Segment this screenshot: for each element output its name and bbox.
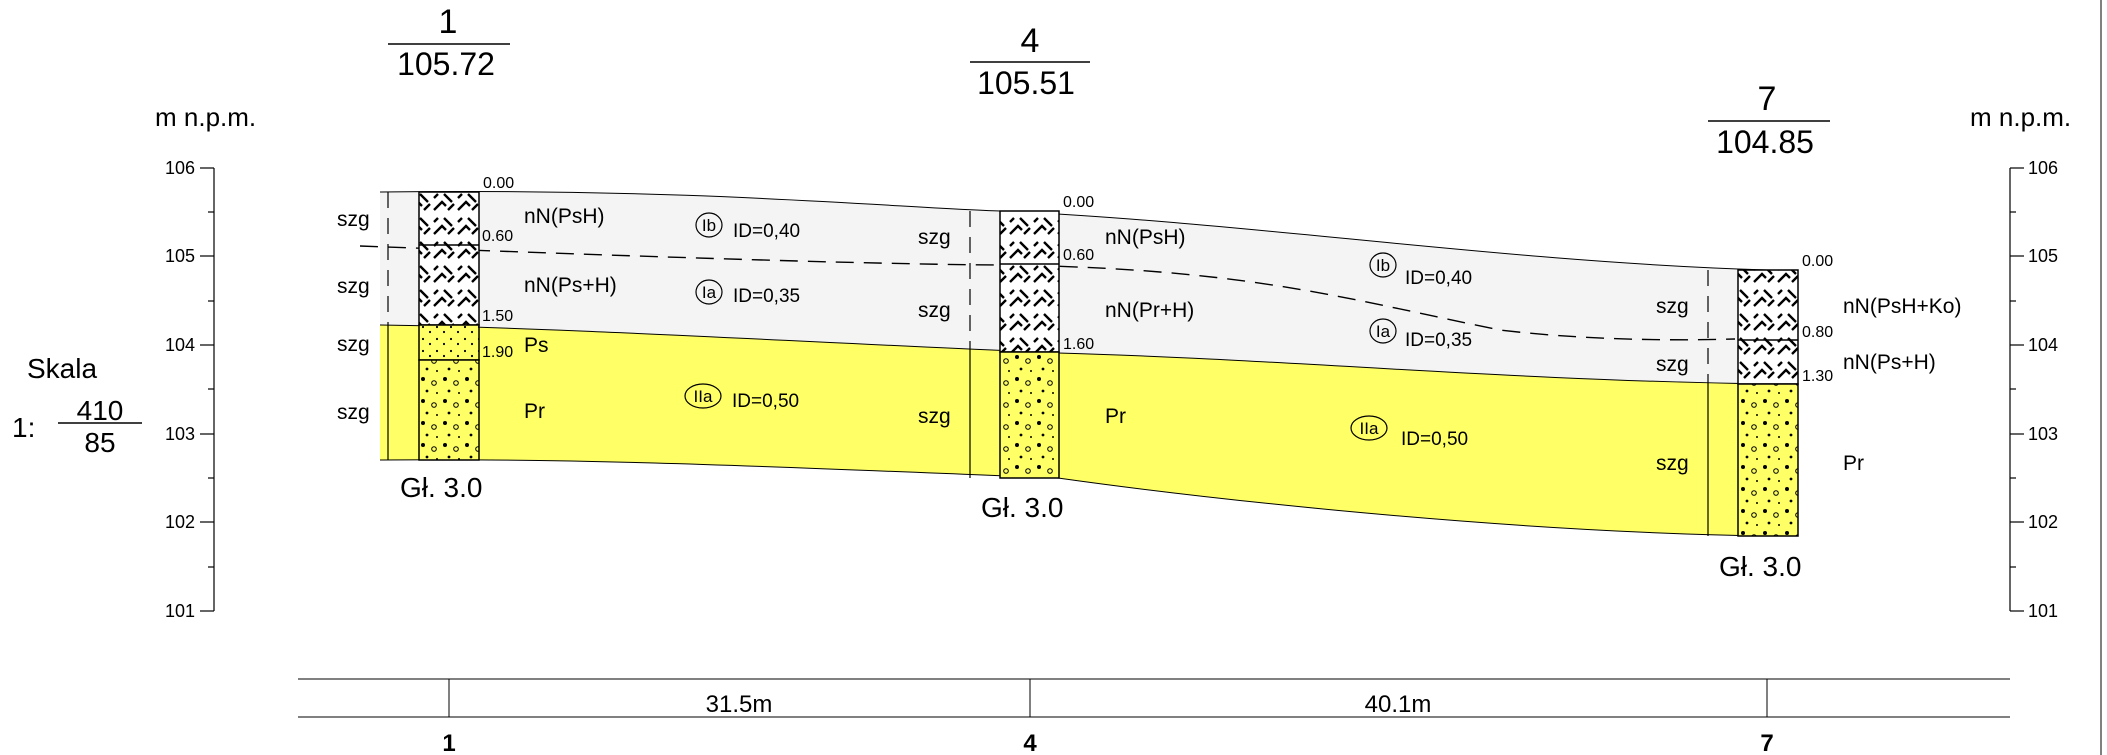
borehole-7-number: 7: [1758, 80, 1777, 118]
borehole-1-wet-3: szg: [337, 401, 370, 424]
borehole-4-soil-2: Pr: [1105, 405, 1126, 428]
distance-4-7: 40.1m: [1365, 691, 1432, 718]
borehole-4-wet-1: szg: [918, 299, 951, 322]
borehole-1-wet-2: szg: [337, 333, 370, 356]
right-tick-101: 101: [2028, 601, 2058, 621]
borehole-7-depth-1: 0.80: [1802, 324, 1833, 341]
borehole-4-depth-label: Gł. 3.0: [981, 492, 1063, 523]
borehole-4-depth-0: 0.00: [1063, 194, 1094, 211]
borehole-4-id-value-ia: ID=0,35: [1405, 330, 1472, 351]
borehole-1-depth-1: 0.60: [482, 228, 513, 245]
right-tick-104: 104: [2028, 335, 2058, 355]
borehole-7-soil-2: Pr: [1843, 452, 1864, 475]
scale-numerator: 410: [77, 395, 124, 426]
right-tick-103: 103: [2028, 424, 2058, 444]
borehole-1-id-value-iia: ID=0,50: [732, 391, 799, 412]
borehole-7-depth-label: Gł. 3.0: [1719, 551, 1801, 582]
left-tick-106: 106: [165, 158, 195, 178]
borehole-4-station-label: 4: [1023, 730, 1037, 755]
borehole-4-elevation: 105.51: [977, 65, 1075, 101]
borehole-4-depth-1: 0.60: [1063, 247, 1094, 264]
borehole-4-wet-2: szg: [918, 405, 951, 428]
borehole-1-column-fill: [418, 191, 480, 326]
borehole-7-depth-2: 1.30: [1802, 368, 1833, 385]
borehole-1-elevation: 105.72: [397, 46, 495, 82]
borehole-1-id-value-ia: ID=0,35: [733, 286, 800, 307]
borehole-1-depth-0: 0.00: [483, 175, 514, 192]
borehole-4-column-pr: [999, 351, 1060, 479]
borehole-1-id-symbol-ia-badge: [695, 279, 723, 305]
distance-table: [298, 678, 2010, 718]
borehole-7-elevation: 104.85: [1716, 124, 1814, 160]
left-tick-104: 104: [165, 335, 195, 355]
borehole-7-soil-0: nN(PsH+Ko): [1843, 295, 1961, 318]
borehole-1-depth-2: 1.50: [482, 308, 513, 325]
borehole-1-id-symbol-ia: Ia: [702, 283, 717, 302]
left-tick-105: 105: [165, 246, 195, 266]
borehole-1-id-symbol-iia-badge: [684, 383, 722, 409]
borehole-4-soil-0: nN(PsH): [1105, 226, 1186, 249]
borehole-4-id-symbol-iia-badge: [1350, 415, 1388, 441]
borehole-7-depth-0: 0.00: [1802, 253, 1833, 270]
borehole-1-id-value-ib: ID=0,40: [733, 221, 800, 242]
left-tick-102: 102: [165, 512, 195, 532]
borehole-4-id-symbol-ia: Ia: [1376, 322, 1391, 341]
borehole-4-id-symbol-ib-badge: [1369, 252, 1397, 278]
borehole-4-column-fill: [999, 210, 1060, 353]
borehole-1-soil-0: nN(PsH): [524, 205, 605, 228]
scale-label: Skala: [27, 353, 97, 384]
borehole-1-column-ps: [418, 324, 480, 361]
borehole-1-wet-1: szg: [337, 275, 370, 298]
borehole-4-id-symbol-ia-badge: [1369, 318, 1397, 344]
borehole-1-soil-1: nN(Ps+H): [524, 274, 617, 297]
borehole-1: 1 105.72 0.00 0.60 1.50 1.90 nN(PsH) nN(…: [337, 3, 800, 503]
borehole-4-id-symbol-iia: IIa: [1360, 419, 1379, 438]
left-tick-101: 101: [165, 601, 195, 621]
distance-1-4: 31.5m: [706, 691, 773, 718]
borehole-4: 4 105.51 0.00 0.60 1.60 nN(PsH) nN(Pr+H)…: [918, 22, 1472, 523]
borehole-4-id-value-iia: ID=0,50: [1401, 429, 1468, 450]
borehole-7: 7 104.85 0.00 0.80 1.30 nN(PsH+Ko) nN(Ps…: [1656, 80, 1961, 582]
borehole-7-soil-1: nN(Ps+H): [1843, 351, 1936, 374]
borehole-4-depth-2: 1.60: [1063, 336, 1094, 353]
borehole-4-soil-1: nN(Pr+H): [1105, 299, 1194, 322]
borehole-7-wet-1: szg: [1656, 353, 1689, 376]
borehole-1-number: 1: [439, 3, 458, 41]
borehole-1-soil-2: Ps: [524, 334, 549, 357]
borehole-7-station-label: 7: [1760, 730, 1773, 755]
borehole-1-column-pr: [418, 359, 480, 461]
borehole-7-wet-0: szg: [1656, 295, 1689, 318]
borehole-1-id-symbol-ib-badge: [695, 212, 723, 238]
boundary-line-ib-ia: [359, 245, 1736, 341]
borehole-4-id-value-ib: ID=0,40: [1405, 268, 1472, 289]
right-elevation-axis: [2009, 167, 2024, 612]
borehole-1-depth-3: 1.90: [482, 344, 513, 361]
borehole-1-id-symbol-iia: IIa: [694, 387, 713, 406]
borehole-1-wet-0: szg: [337, 208, 370, 231]
borehole-4-wet-0: szg: [918, 226, 951, 249]
scale-denominator: 85: [84, 427, 115, 458]
right-tick-105: 105: [2028, 246, 2058, 266]
borehole-1-soil-3: Pr: [524, 400, 545, 423]
right-axis-unit: m n.p.m.: [1970, 102, 2071, 132]
borehole-7-column-fill: [1737, 269, 1799, 385]
right-tick-102: 102: [2028, 512, 2058, 532]
borehole-1-station-label: 1: [442, 730, 455, 755]
right-tick-106: 106: [2028, 158, 2058, 178]
borehole-4-id-symbol-ib: Ib: [1376, 256, 1390, 275]
left-tick-103: 103: [165, 424, 195, 444]
borehole-7-wet-2: szg: [1656, 452, 1689, 475]
borehole-7-column-pr: [1737, 383, 1799, 537]
borehole-1-depth-label: Gł. 3.0: [400, 472, 482, 503]
borehole-1-id-symbol-ib: Ib: [702, 216, 716, 235]
layer-fill-upper: [380, 191, 1768, 384]
left-elevation-axis: [200, 167, 215, 612]
scale-prefix: 1:: [12, 412, 35, 443]
left-axis-unit: m n.p.m.: [155, 102, 256, 132]
layer-fill-lower: [380, 325, 1768, 536]
borehole-4-number: 4: [1021, 22, 1040, 60]
